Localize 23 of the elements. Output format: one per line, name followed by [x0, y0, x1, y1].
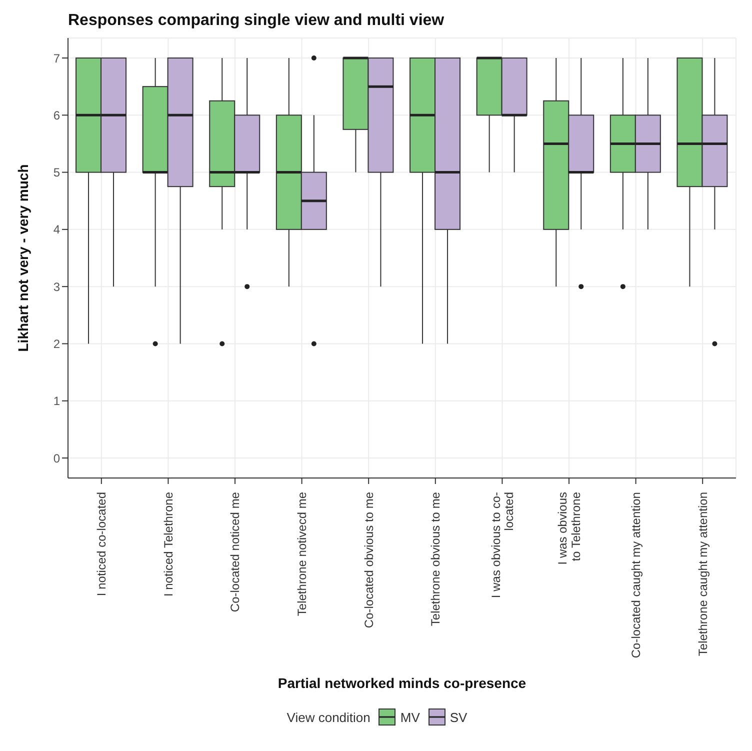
x-tick-label: Co-located caught my attention: [629, 492, 643, 658]
legend-label: SV: [450, 710, 468, 724]
x-tick-label: Co-located obvious to me: [362, 492, 376, 628]
y-axis-title: Likhart not very - very much: [14, 164, 31, 352]
x-tick-label: Telethrone caught my attention: [696, 492, 710, 656]
y-tick-label: 1: [53, 394, 60, 408]
x-tick-label: I was obvious to co- located: [488, 492, 516, 598]
y-tick-label: 6: [53, 108, 60, 122]
x-tick-label: I noticed Telethrone: [161, 492, 176, 597]
y-tick-label: 4: [53, 222, 60, 237]
x-axis-title: Partial networked minds co-presence: [278, 675, 526, 691]
y-tick-label: 0: [53, 451, 60, 466]
legend-title: View condition: [286, 710, 370, 724]
y-tick-label: 2: [53, 336, 60, 351]
x-tick-label: Co-located noticed me: [228, 492, 242, 612]
x-tick-label: Telethrone obvious to me: [428, 492, 443, 626]
y-tick-label: 5: [53, 166, 60, 180]
chart-title: Responses comparing single view and multi view: [67, 11, 446, 30]
y-tick-label: 3: [53, 280, 60, 294]
x-tick-label: I noticed co-located: [94, 492, 109, 596]
y-tick-label: 7: [53, 51, 60, 66]
legend-label: MV: [400, 710, 420, 724]
x-tick-label: Telethrone notivecd me: [295, 492, 309, 616]
